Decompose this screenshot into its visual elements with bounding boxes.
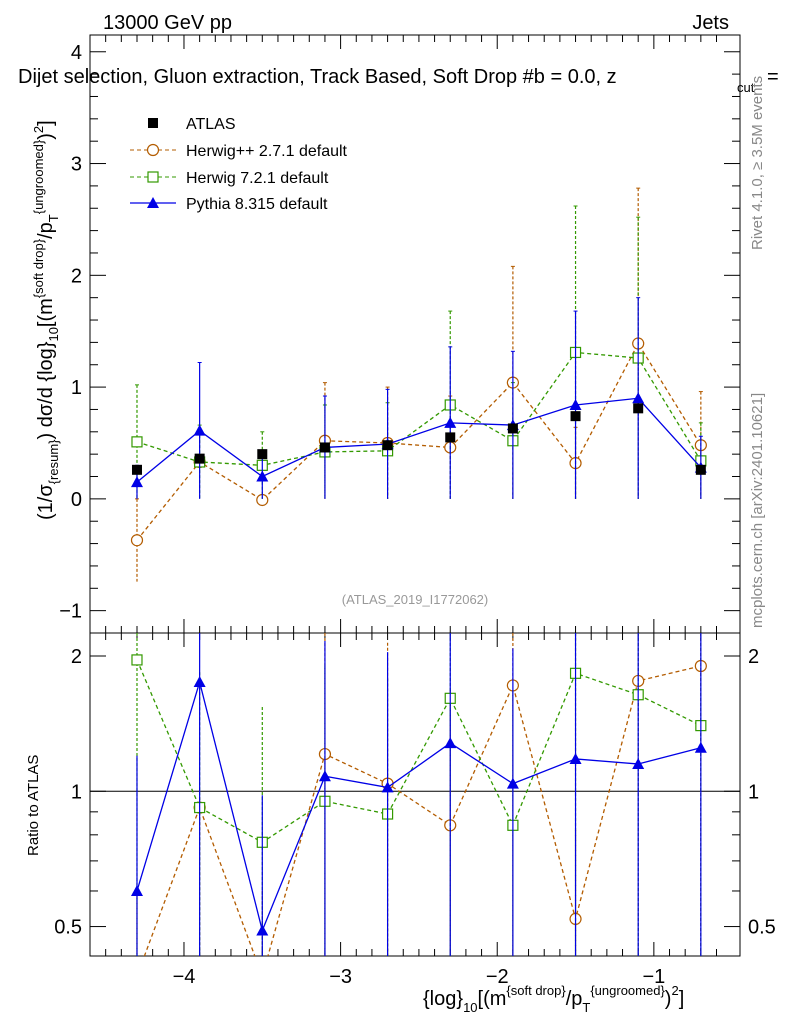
x-axis-label-ungroomed: {ungroomed} [590,983,665,998]
side-label-events: Rivet 4.1.0, ≥ 3.5M events [749,76,766,250]
marker-main-herwig-2-7-1-default [130,534,144,547]
x-axis-label: {log}10[(m{soft drop}/pT{ungroomed})2] [423,983,684,1015]
marker-ratio-pythia-8-315-default [381,781,394,793]
x-axis-label-sq: 2 [671,983,678,998]
marker-ratio-pythia-8-315-default [318,770,331,782]
ratio-frame [89,632,741,957]
y-tick-label-ratio-right: 1 [748,781,759,803]
marker-main-atlas [445,432,456,443]
x-tick-label: −2 [486,966,509,988]
legend-label-herwigpp: Herwig++ 2.7.1 default [186,143,348,160]
y-tick-label-main: 1 [71,377,82,399]
legend-marker-herwigpp [146,143,160,157]
x-axis-label-base: 10 [463,1000,477,1015]
legend-label-herwig7: Herwig 7.2.1 default [186,170,329,187]
x-axis-label-pt-sub: T [582,1000,590,1015]
energy-label: 13000 GeV pp [103,12,232,34]
x-axis-label-softdrop: {soft drop} [506,983,566,998]
legend-label-pythia: Pythia 8.315 default [186,196,328,213]
y-tick-label-main: 2 [71,265,82,287]
line-ratio-herwig-2-7-1-default [143,665,701,956]
y-axis-label-main: (1/σ{resum}) dσ/d {log}10[(m{soft drop}/… [31,120,61,520]
marker-main-atlas [570,411,581,422]
svg-text:(1/σ{resum}) dσ/d {log}10[(m{s: (1/σ{resum}) dσ/d {log}10[(m{soft drop}/… [31,120,61,520]
legend-marker-atlas [148,118,158,128]
marker-ratio-pythia-8-315-default [694,741,707,753]
x-axis-label-pt: /p [566,988,583,1010]
marker-ratio-herwig-7-2-1-default [131,654,143,666]
marker-main-pythia-8-315-default [193,424,206,436]
side-label-site: mcplots.cern.ch [arXiv:2401.10621] [749,393,766,628]
y-tick-label-ratio: 2 [71,646,82,668]
zcut-subscript: cut [737,80,755,95]
y-tick-label-ratio-right: 2 [748,646,759,668]
marker-main-atlas [633,403,644,414]
x-tick-label: −1 [642,966,665,988]
legend: ATLAS Herwig++ 2.7.1 default Herwig 7.2.… [130,116,348,213]
line-main-herwig-2-7-1-default [136,342,702,541]
svg-text:{log}10[(m{soft drop}/pT{ungro: {log}10[(m{soft drop}/pT{ungroomed})2] [423,983,684,1015]
marker-main-pythia-8-315-default [256,470,269,482]
marker-main-pythia-8-315-default [569,398,582,410]
marker-main-atlas [382,440,393,451]
watermark: (ATLAS_2019_I1772062) [342,592,488,607]
y-tick-label-ratio: 1 [71,781,82,803]
marker-main-atlas [257,449,268,460]
line-ratio-herwig-7-2-1-default [136,659,702,844]
line-main-pythia-8-315-default [136,397,702,483]
x-axis-label-log: {log} [423,988,463,1010]
marker-main-atlas [319,442,330,453]
y-axis-label-ratio: Ratio to ATLAS [25,755,42,856]
y-tick-label-ratio: 0.5 [54,917,82,939]
x-tick-label: −4 [173,966,196,988]
legend-label-atlas: ATLAS [186,116,236,133]
y-tick-label-main: 4 [71,42,82,64]
marker-main-herwig-7-2-1-default [131,436,143,448]
marker-main-pythia-8-315-default [632,392,645,404]
marker-main-atlas [131,464,142,475]
marker-ratio-pythia-8-315-default [130,884,143,896]
series-layer [130,187,707,956]
x-tick-label: −3 [329,966,352,988]
marker-main-atlas [194,453,205,464]
y-tick-label-main: −1 [59,601,82,623]
marker-main-pythia-8-315-default [444,416,457,428]
y-tick-label-main: 3 [71,154,82,176]
y-tick-label-main: 0 [71,489,82,511]
marker-main-atlas [507,423,518,434]
zcut-equals: = [767,66,779,88]
marker-ratio-pythia-8-315-default [193,676,206,688]
x-axis-label-open: [(m [478,988,507,1010]
y-tick-label-ratio-right: 0.5 [748,917,776,939]
line-ratio-pythia-8-315-default [136,679,702,933]
marker-ratio-pythia-8-315-default [506,777,519,789]
x-axis-label-close: ) [665,988,672,1010]
marker-main-pythia-8-315-default [130,476,143,488]
marker-ratio-pythia-8-315-default [256,924,269,936]
legend-marker-pythia [147,197,159,208]
axes-layer: −4 −3 −2 −1 −1 0 1 2 3 4 0.5 0.5 1 1 2 2 [54,35,776,988]
x-axis-label-bracket: ] [679,988,685,1010]
plot-title: Dijet selection, Gluon extraction, Track… [18,66,617,88]
legend-marker-herwig7 [147,171,159,183]
marker-ratio-pythia-8-315-default [569,752,582,764]
marker-ratio-pythia-8-315-default [632,757,645,769]
line-main-herwig-7-2-1-default [136,351,702,466]
process-label: Jets [692,12,729,34]
marker-ratio-pythia-8-315-default [444,737,457,749]
marker-main-atlas [695,464,706,475]
